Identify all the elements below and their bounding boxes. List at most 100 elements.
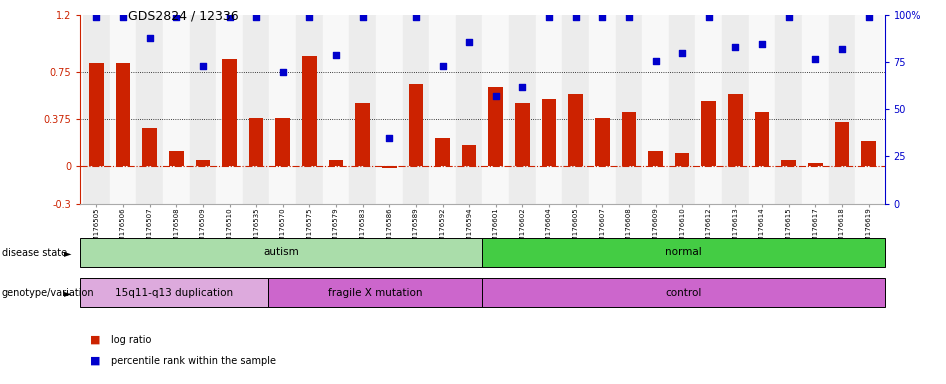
Bar: [376, 15, 403, 204]
Text: control: control: [665, 288, 702, 298]
Bar: [589, 15, 616, 204]
Point: [168, 14, 184, 20]
Bar: [275, 118, 290, 166]
Bar: [515, 103, 530, 166]
Point: [222, 14, 237, 20]
Bar: [302, 56, 317, 166]
Bar: [722, 15, 748, 204]
Text: ■: ■: [90, 335, 100, 345]
Point: [435, 63, 450, 69]
Bar: [382, 166, 396, 169]
Bar: [196, 160, 210, 166]
Bar: [403, 15, 429, 204]
Bar: [701, 101, 716, 166]
Point: [89, 14, 104, 20]
Text: percentile rank within the sample: percentile rank within the sample: [111, 356, 275, 366]
Bar: [509, 15, 535, 204]
Bar: [136, 15, 163, 204]
Point: [275, 69, 290, 75]
Bar: [542, 99, 556, 166]
Bar: [462, 144, 477, 166]
Text: normal: normal: [665, 247, 702, 258]
Bar: [834, 122, 850, 166]
Bar: [616, 15, 642, 204]
Bar: [674, 153, 690, 166]
Bar: [781, 160, 796, 166]
Bar: [349, 15, 376, 204]
Text: ►: ►: [64, 288, 72, 298]
Bar: [855, 15, 882, 204]
Bar: [217, 15, 243, 204]
Point: [302, 14, 317, 20]
Point: [674, 50, 690, 56]
Bar: [569, 94, 583, 166]
Point: [381, 135, 396, 141]
Point: [541, 14, 556, 20]
Bar: [163, 15, 189, 204]
Point: [781, 14, 797, 20]
Text: ►: ►: [64, 248, 72, 258]
Bar: [802, 15, 829, 204]
Bar: [435, 138, 450, 166]
Point: [569, 14, 584, 20]
Bar: [189, 15, 217, 204]
Bar: [429, 15, 456, 204]
Text: GDS2824 / 12336: GDS2824 / 12336: [128, 10, 238, 23]
Bar: [829, 15, 855, 204]
Bar: [695, 15, 722, 204]
Bar: [80, 238, 482, 267]
Bar: [808, 163, 823, 166]
Bar: [669, 15, 695, 204]
Bar: [243, 15, 270, 204]
Bar: [748, 15, 776, 204]
Bar: [562, 15, 589, 204]
Point: [808, 56, 823, 62]
Bar: [268, 278, 482, 307]
Bar: [142, 128, 157, 166]
Bar: [80, 278, 268, 307]
Bar: [642, 15, 669, 204]
Bar: [776, 15, 802, 204]
Bar: [323, 15, 349, 204]
Point: [727, 44, 743, 50]
Point: [409, 14, 424, 20]
Text: genotype/variation: genotype/variation: [2, 288, 95, 298]
Bar: [110, 15, 136, 204]
Point: [115, 14, 131, 20]
Point: [861, 14, 876, 20]
Bar: [755, 112, 769, 166]
Bar: [115, 63, 131, 166]
Bar: [622, 112, 637, 166]
Point: [595, 14, 610, 20]
Bar: [249, 118, 264, 166]
Point: [142, 35, 157, 41]
Bar: [222, 59, 236, 166]
Bar: [328, 160, 343, 166]
Bar: [728, 94, 743, 166]
Bar: [648, 151, 663, 166]
Text: 15q11-q13 duplication: 15q11-q13 duplication: [115, 288, 234, 298]
Bar: [482, 238, 885, 267]
Text: autism: autism: [264, 247, 299, 258]
Bar: [270, 15, 296, 204]
Text: disease state: disease state: [2, 248, 67, 258]
Text: log ratio: log ratio: [111, 335, 151, 345]
Point: [195, 63, 210, 69]
Point: [462, 39, 477, 45]
Point: [488, 93, 503, 99]
Point: [355, 14, 370, 20]
Bar: [595, 118, 609, 166]
Point: [622, 14, 637, 20]
Bar: [169, 151, 184, 166]
Bar: [861, 141, 876, 166]
Point: [648, 58, 663, 64]
Bar: [482, 15, 509, 204]
Bar: [409, 84, 423, 166]
Bar: [356, 103, 370, 166]
Point: [755, 41, 770, 47]
Point: [328, 52, 343, 58]
Text: fragile X mutation: fragile X mutation: [328, 288, 423, 298]
Bar: [296, 15, 323, 204]
Point: [515, 84, 530, 90]
Bar: [89, 63, 104, 166]
